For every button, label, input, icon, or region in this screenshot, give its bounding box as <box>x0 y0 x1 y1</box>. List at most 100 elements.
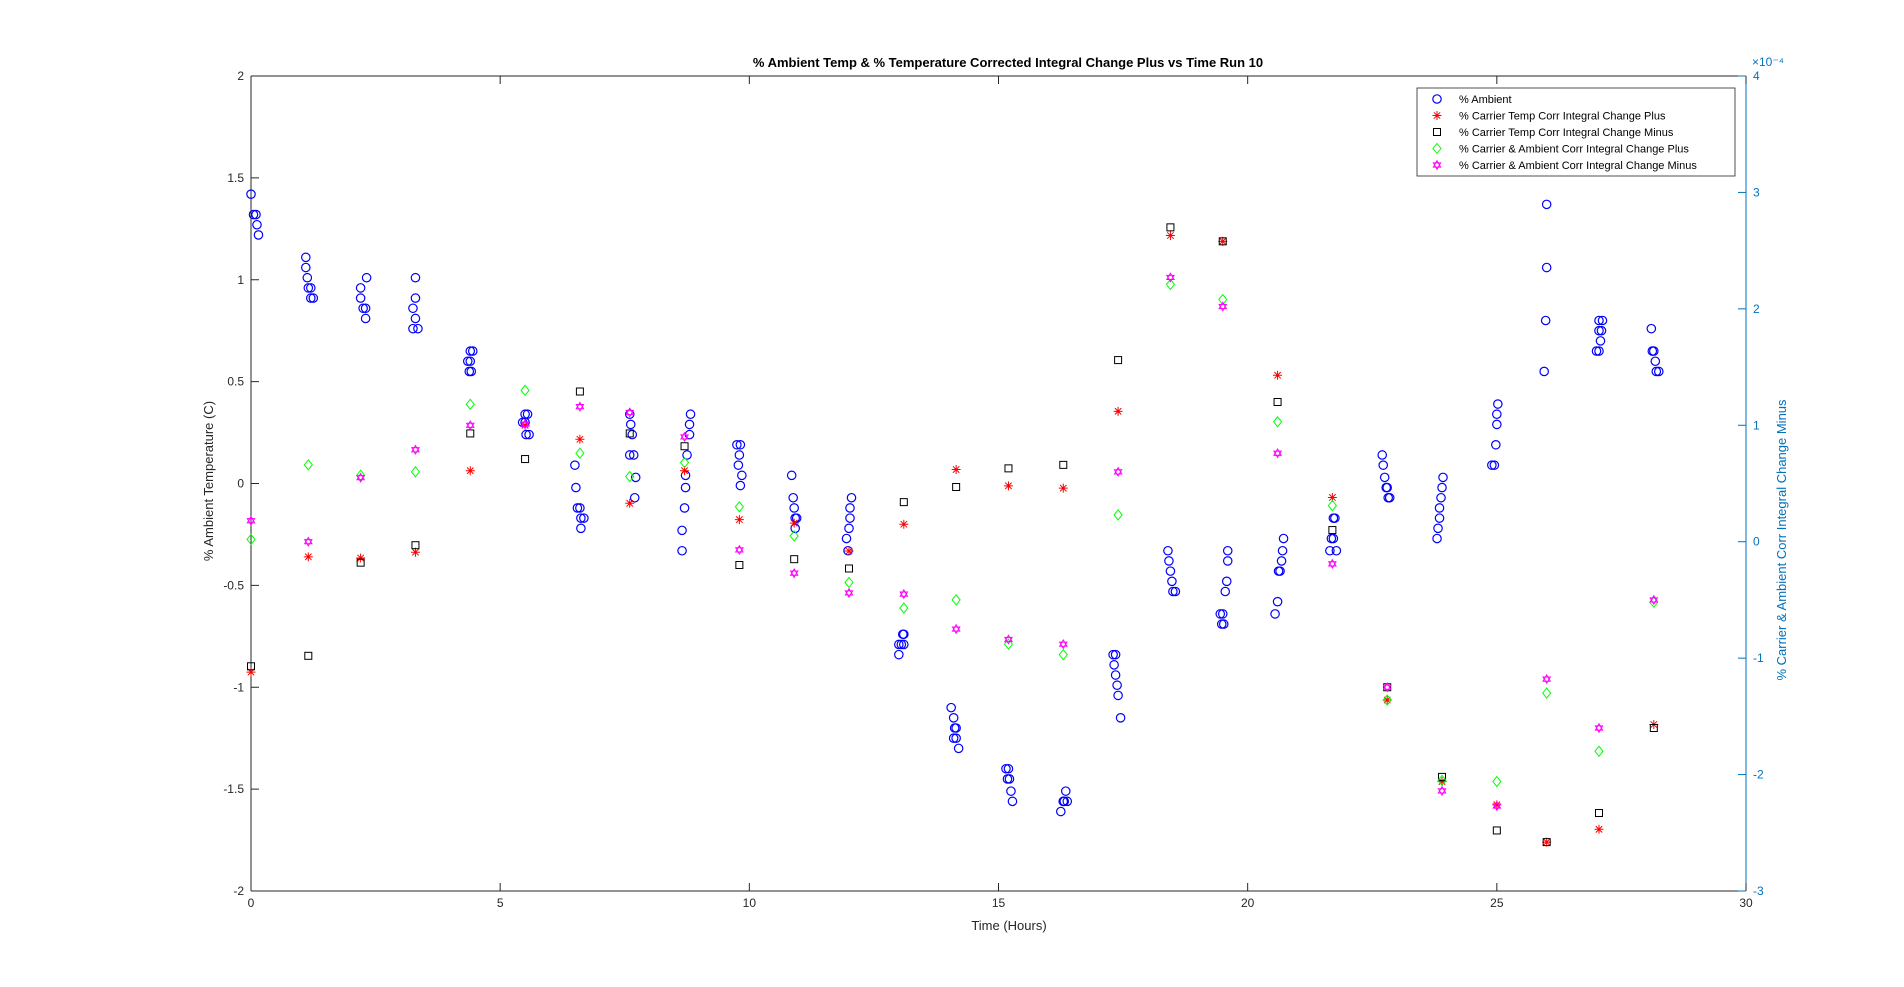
series-1-point-23 <box>1492 800 1502 810</box>
series-3-point-25 <box>1594 745 1604 758</box>
y-tick-label-8: 2 <box>237 69 244 83</box>
series-2-point-2 <box>356 558 365 567</box>
y-tick-label-1: -1.5 <box>223 782 244 796</box>
series-0-point-15 <box>360 303 371 314</box>
y2-tick-label-0: -3 <box>1753 884 1764 898</box>
series-4-point-26 <box>1649 594 1659 606</box>
series-1-point-1 <box>303 552 313 562</box>
series-4-point-23 <box>1492 800 1502 812</box>
legend: % Ambient % Carrier Temp Corr Integral Ch… <box>1416 87 1736 177</box>
series-0-point-149 <box>1438 472 1448 483</box>
series-0-point-71 <box>841 533 852 544</box>
series-0-point-59 <box>732 439 742 450</box>
series-0-point-95 <box>1007 796 1018 807</box>
series-1-point-11 <box>844 546 854 556</box>
series-2-point-14 <box>1004 464 1013 473</box>
series-0-point-61 <box>734 450 745 460</box>
series-2-point-10 <box>790 555 799 564</box>
series-1-point-19 <box>1273 370 1283 380</box>
y2-tick-label-5: 2 <box>1753 302 1760 316</box>
series-0-point-51 <box>677 525 687 536</box>
series-0-point-3 <box>252 219 262 230</box>
series-0-point-145 <box>1434 513 1445 523</box>
series-4-point-6 <box>575 401 585 412</box>
series-4-point-16 <box>1113 466 1123 478</box>
x-tick-label-3: 15 <box>992 896 1006 910</box>
series-2-point-3 <box>411 541 420 550</box>
series-2-point-9 <box>735 561 744 569</box>
series-0-point-44 <box>625 419 636 430</box>
series-0-point-138 <box>1379 472 1390 483</box>
series-0-point-115 <box>1215 609 1226 619</box>
series-3-point-2 <box>355 469 366 482</box>
series-2-point-22 <box>1438 772 1447 781</box>
series-3-point-7 <box>625 470 635 483</box>
series-4-point-0 <box>246 515 256 526</box>
series-0-point-150 <box>1487 460 1497 470</box>
series-0-point-25 <box>467 346 478 356</box>
series-0-point-69 <box>791 513 802 523</box>
series-4-point-9 <box>734 544 744 556</box>
series-3-point-6 <box>575 447 585 460</box>
y2-tick-label-7: 4 <box>1753 69 1760 83</box>
series-1-point-3 <box>410 547 420 557</box>
series-0-point-1 <box>248 209 259 220</box>
series-0-point-2 <box>251 209 261 220</box>
series-0-point-14 <box>358 303 368 314</box>
series-1-point-9 <box>734 515 744 525</box>
series-1-point-2 <box>356 553 366 563</box>
series-1-point-17 <box>1165 231 1175 241</box>
y2-tick-label-6: 3 <box>1753 185 1760 199</box>
y-tick-label-6: 1 <box>237 273 244 287</box>
series-1-point-20 <box>1327 492 1337 502</box>
series-0-point-84 <box>948 713 959 723</box>
series-0-point-169 <box>1649 346 1659 356</box>
series-4 <box>246 272 1659 812</box>
series-0-point-122 <box>1222 545 1233 556</box>
series-0-point-163 <box>1596 325 1607 336</box>
series-0-point-62 <box>733 460 744 470</box>
y-tick-label-4: 0 <box>237 477 244 491</box>
x-tick-label-4: 20 <box>1241 896 1255 910</box>
series-2 <box>247 223 1658 847</box>
series-0-point-48 <box>630 472 641 483</box>
series-0-point-136 <box>1377 450 1388 460</box>
series-4-point-15 <box>1058 638 1068 650</box>
series-0-point-82 <box>894 639 904 650</box>
series-4-point-21 <box>1382 682 1392 693</box>
series-0-point-4 <box>253 230 264 240</box>
series-0-point-106 <box>1112 680 1122 691</box>
y-tick-label-3: -0.5 <box>223 578 244 592</box>
series-0-point-104 <box>1109 660 1119 670</box>
series-0-point-22 <box>413 323 423 334</box>
series-0-point-19 <box>410 293 421 303</box>
legend-marker-0 <box>1432 94 1442 104</box>
series-0-point-74 <box>845 513 855 523</box>
series-0-point-142 <box>1384 492 1395 503</box>
series-0-point-132 <box>1328 533 1339 544</box>
legend-marker-1 <box>1432 111 1442 120</box>
series-0-point-109 <box>1163 545 1173 556</box>
legend-box <box>1416 87 1736 177</box>
series-2-point-25 <box>1594 808 1603 817</box>
series-0-point-34 <box>521 429 531 440</box>
series-0-point-134 <box>1330 513 1340 523</box>
y-tick-label-7: 1.5 <box>227 171 244 185</box>
series-0-point-151 <box>1489 460 1500 470</box>
series-0-point-160 <box>1591 346 1602 356</box>
series-2-point-26 <box>1649 724 1658 732</box>
series-0-point-93 <box>1004 774 1015 784</box>
series-0-point-42 <box>576 523 586 534</box>
series-3-point-24 <box>1542 687 1552 699</box>
series-0-point-16 <box>360 313 371 324</box>
series-1-point-10 <box>789 518 799 528</box>
series-0-point-153 <box>1492 419 1502 430</box>
series-0-point-164 <box>1594 325 1604 336</box>
series-3-point-10 <box>789 530 799 542</box>
series-2-point-11 <box>845 564 853 573</box>
series-0-point-155 <box>1493 399 1503 409</box>
y-tick-label-0: -2 <box>233 884 244 898</box>
series-0-point-120 <box>1221 576 1232 587</box>
y-tick-label-2: -1 <box>233 680 244 694</box>
series-0-point-143 <box>1432 533 1442 544</box>
